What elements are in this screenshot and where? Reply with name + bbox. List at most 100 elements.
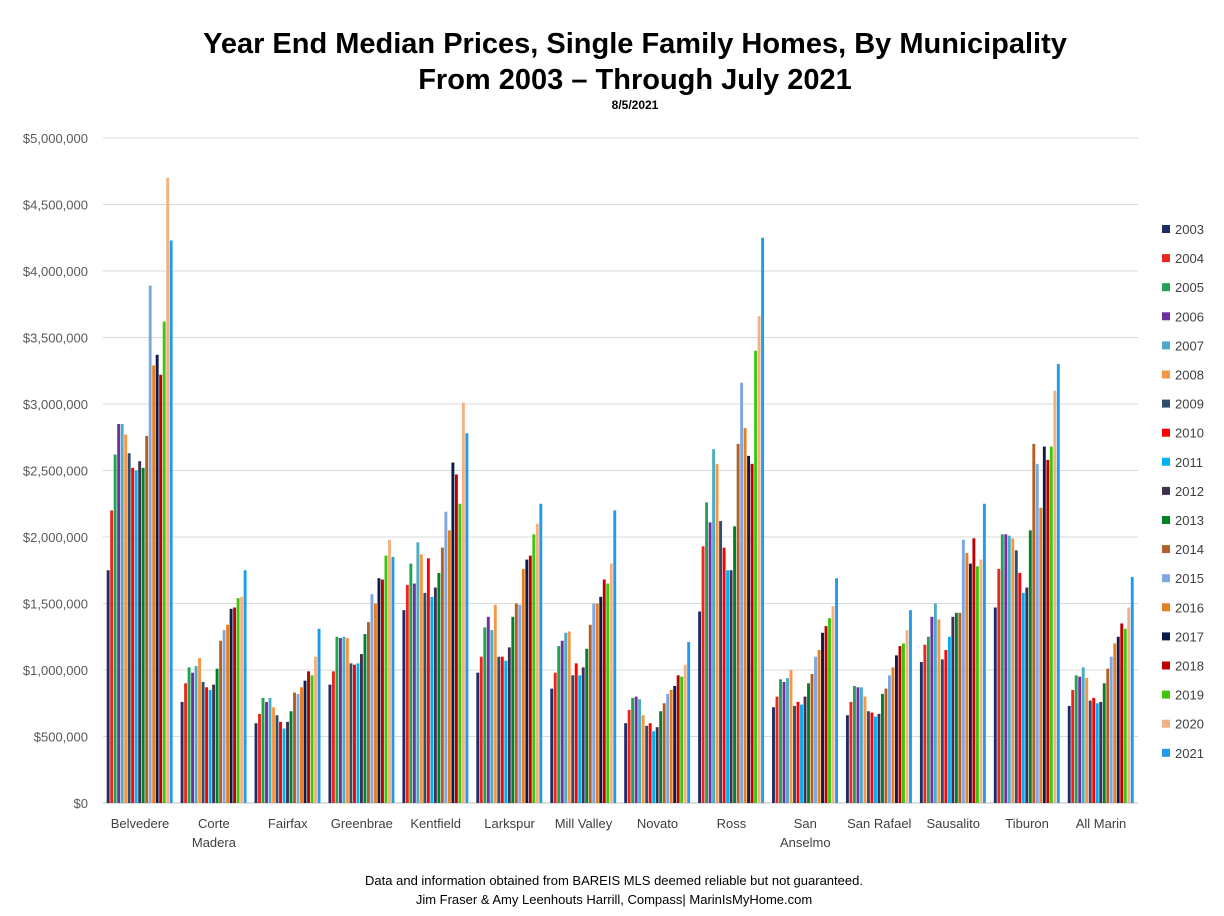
y-tick-label: $500,000	[34, 730, 88, 745]
bar	[310, 675, 314, 803]
bar	[933, 603, 937, 803]
x-tick-label: San	[794, 816, 817, 831]
legend-label: 2020	[1175, 717, 1204, 732]
y-tick-label: $2,500,000	[23, 464, 88, 479]
bar	[243, 570, 247, 803]
legend-label: 2021	[1175, 746, 1204, 761]
x-tick-label: Fairfax	[268, 816, 308, 831]
bar	[381, 579, 384, 803]
bar	[817, 650, 821, 803]
bar	[514, 603, 518, 803]
bar	[148, 285, 152, 803]
bar	[961, 539, 965, 803]
bar	[328, 684, 332, 803]
bar	[444, 511, 448, 803]
bar	[212, 684, 216, 803]
bar	[169, 240, 173, 803]
bar	[458, 503, 462, 803]
bar	[289, 711, 293, 803]
bar	[708, 522, 712, 803]
legend-label: 2018	[1175, 659, 1204, 674]
bar	[870, 712, 874, 803]
bar	[902, 643, 905, 803]
x-tick-label: Corte	[198, 816, 230, 831]
bar	[479, 656, 483, 803]
bar	[353, 664, 356, 803]
bar	[898, 646, 902, 803]
bar	[852, 685, 856, 803]
bar	[652, 731, 656, 803]
legend-swatch	[1162, 225, 1170, 233]
bar	[845, 715, 849, 803]
bar	[747, 455, 751, 803]
bar	[187, 667, 191, 803]
bar	[342, 636, 346, 803]
bar	[602, 579, 606, 803]
bar	[152, 365, 156, 803]
bar	[736, 443, 740, 803]
bar	[222, 630, 226, 803]
bar	[571, 675, 575, 803]
legend-swatch	[1162, 312, 1170, 321]
bar	[317, 628, 321, 803]
bar	[384, 555, 388, 803]
legend-label: 2017	[1175, 629, 1204, 644]
bar	[1067, 705, 1071, 803]
bar	[701, 546, 705, 803]
bar	[919, 662, 923, 803]
bar	[821, 632, 824, 803]
bar	[1085, 677, 1089, 803]
bar	[624, 723, 628, 803]
bar	[859, 687, 863, 803]
legend-label: 2013	[1175, 513, 1204, 528]
bar	[402, 610, 406, 803]
legend-swatch	[1162, 661, 1170, 670]
bar	[490, 630, 494, 803]
bar	[849, 701, 853, 803]
bar	[433, 587, 437, 803]
bar	[712, 449, 716, 803]
bar	[1092, 697, 1096, 803]
bar	[409, 563, 413, 803]
bar	[895, 655, 898, 803]
legend-swatch	[1162, 486, 1170, 495]
legend-label: 2006	[1175, 309, 1204, 324]
x-tick-label: Greenbrae	[331, 816, 393, 831]
bar	[807, 683, 810, 803]
bar	[419, 554, 423, 803]
bar	[388, 539, 391, 803]
legend-swatch	[1162, 428, 1170, 437]
bar	[391, 556, 395, 803]
y-tick-label: $4,000,000	[23, 264, 88, 279]
bar	[772, 707, 775, 803]
bar	[423, 592, 427, 803]
bar	[754, 350, 758, 803]
bar	[888, 675, 891, 803]
legend-label: 2019	[1175, 688, 1204, 703]
bar	[180, 701, 184, 803]
bar	[1025, 587, 1029, 803]
bar	[117, 423, 121, 803]
bar	[166, 177, 170, 803]
bar	[786, 677, 789, 803]
bars	[106, 177, 1134, 803]
bar	[659, 711, 663, 803]
bar	[877, 713, 881, 803]
bar	[979, 559, 983, 803]
bar	[1081, 667, 1085, 803]
y-tick-label: $4,500,000	[23, 198, 88, 213]
bar	[279, 721, 282, 803]
bar	[300, 687, 303, 803]
bar	[331, 671, 335, 803]
bar	[655, 727, 659, 803]
legend-swatch	[1162, 748, 1170, 757]
bar	[1106, 668, 1110, 803]
x-tick-label: All Marin	[1076, 816, 1127, 831]
legend-swatch	[1162, 632, 1170, 641]
y-axis: $0 $500,000 $1,000,000 $1,500,000 $2,000,000…	[23, 131, 88, 811]
legend-swatch	[1162, 545, 1170, 554]
bar	[293, 692, 296, 803]
bar	[426, 558, 430, 803]
y-tick-label: $1,500,000	[23, 597, 88, 612]
